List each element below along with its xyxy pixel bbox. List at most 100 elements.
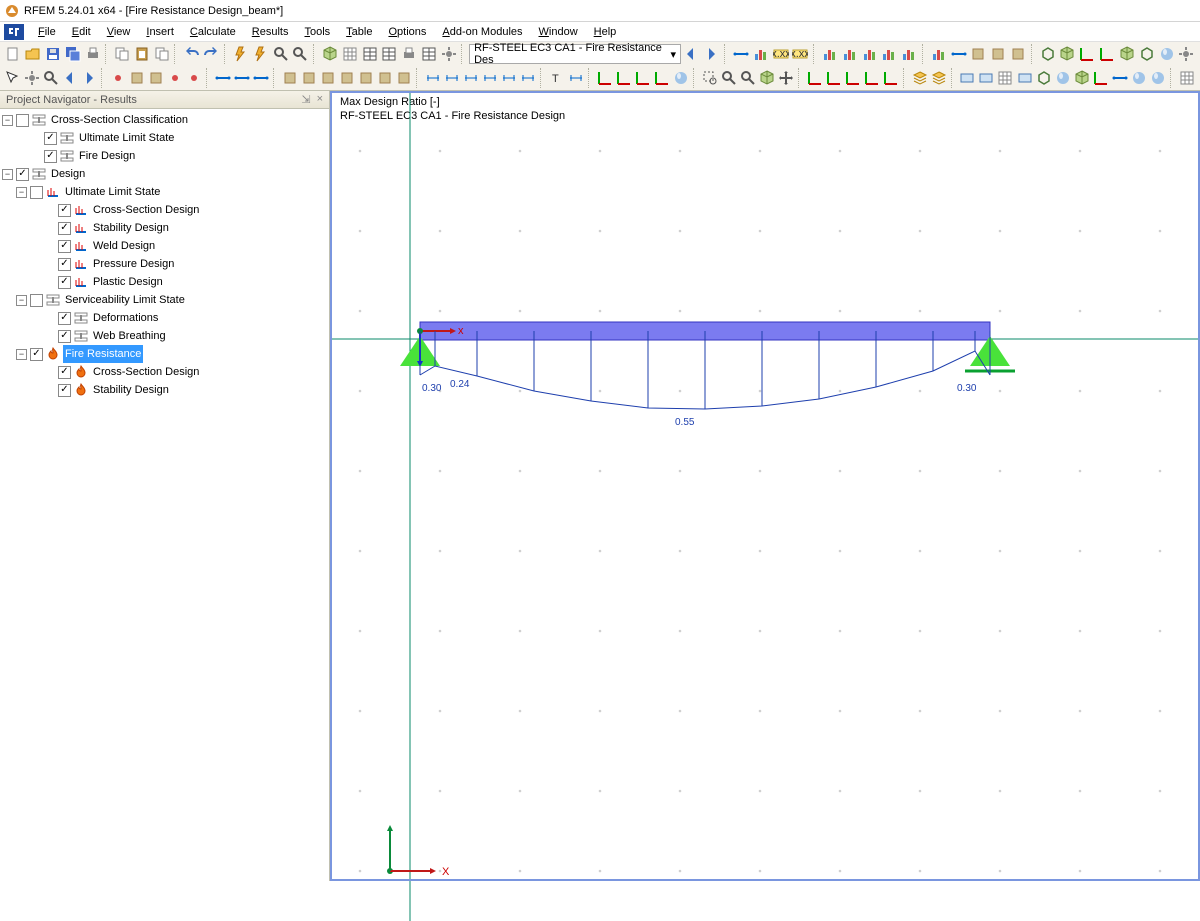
checkbox[interactable]	[58, 258, 71, 271]
tb2-cs-1[interactable]	[825, 68, 843, 88]
checkbox[interactable]	[58, 330, 71, 343]
tree-label[interactable]: Serviceability Limit State	[63, 291, 187, 309]
checkbox[interactable]	[30, 186, 43, 199]
tree-label[interactable]: Ultimate Limit State	[63, 183, 162, 201]
checkbox[interactable]	[16, 114, 29, 127]
tree-node[interactable]: Cross-Section Design	[2, 363, 327, 381]
navigator-tree[interactable]: −Cross-Section ClassificationUltimate Li…	[0, 109, 329, 881]
menu-calculate[interactable]: Calculate	[182, 24, 244, 40]
tb2-ax-3[interactable]	[653, 68, 671, 88]
tb-panel-6[interactable]	[440, 44, 459, 64]
checkbox[interactable]	[16, 168, 29, 181]
tree-node[interactable]: − Cross-Section Classification	[2, 111, 327, 129]
tb2-surf-2[interactable]	[319, 68, 337, 88]
tb2-cs-3[interactable]	[863, 68, 881, 88]
tb2-r-3[interactable]	[1092, 68, 1110, 88]
tb-calc-2[interactable]	[271, 44, 290, 64]
checkbox[interactable]	[58, 240, 71, 253]
tb2-vis-1[interactable]	[930, 68, 948, 88]
tb-calc-1[interactable]	[251, 44, 270, 64]
menu-add-on-modules[interactable]: Add-on Modules	[434, 24, 530, 40]
tb-new[interactable]	[4, 44, 23, 64]
tb2-node-3[interactable]	[166, 68, 184, 88]
tree-node[interactable]: − Ultimate Limit State	[2, 183, 327, 201]
tree-node[interactable]: Fire Design	[2, 147, 327, 165]
tb2-load-5[interactable]	[519, 68, 537, 88]
tree-label[interactable]: Fire Design	[77, 147, 137, 165]
tree-label[interactable]: Weld Design	[91, 237, 157, 255]
tb-res-3[interactable]: x.xx	[791, 44, 810, 64]
checkbox[interactable]	[58, 222, 71, 235]
tree-label[interactable]: Stability Design	[91, 219, 171, 237]
tb-view-2[interactable]	[1078, 44, 1097, 64]
expander-icon[interactable]: −	[2, 115, 13, 126]
checkbox[interactable]	[44, 132, 57, 145]
tb-res-0[interactable]	[731, 44, 750, 64]
tb-undo[interactable]	[182, 44, 201, 64]
tree-label[interactable]: Cross-Section Classification	[49, 111, 190, 129]
tb2-surf-1[interactable]	[300, 68, 318, 88]
expander-icon[interactable]: −	[2, 169, 13, 180]
tb2-cs-4[interactable]	[882, 68, 900, 88]
expander-icon[interactable]: −	[16, 349, 27, 360]
menu-insert[interactable]: Insert	[138, 24, 182, 40]
tb2-zoom-4[interactable]	[777, 68, 795, 88]
tb2-txt-0[interactable]: T	[548, 68, 566, 88]
tb2-s2-3[interactable]	[395, 68, 413, 88]
menu-edit[interactable]: Edit	[64, 24, 99, 40]
checkbox[interactable]	[44, 150, 57, 163]
menu-options[interactable]: Options	[380, 24, 434, 40]
tree-node[interactable]: Ultimate Limit State	[2, 129, 327, 147]
tb2-proj-2[interactable]	[996, 68, 1014, 88]
tb-redo[interactable]	[202, 44, 221, 64]
tree-label[interactable]: Web Breathing	[91, 327, 168, 345]
tb-extra-3[interactable]	[989, 44, 1008, 64]
tb-view-3[interactable]	[1098, 44, 1117, 64]
tb-graph-1[interactable]	[840, 44, 859, 64]
tb2-r-4[interactable]	[1111, 68, 1129, 88]
tb2-r-6[interactable]	[1149, 68, 1167, 88]
expander-icon[interactable]: −	[16, 187, 27, 198]
tb2-sel-0[interactable]	[4, 68, 22, 88]
tb2-r-1[interactable]	[1054, 68, 1072, 88]
tb2-s2-0[interactable]	[338, 68, 356, 88]
tb2-node-1[interactable]	[128, 68, 146, 88]
tb-extra-1[interactable]	[949, 44, 968, 64]
tree-label[interactable]: Design	[49, 165, 87, 183]
expander-icon[interactable]: −	[16, 295, 27, 306]
tb2-sel-1[interactable]	[23, 68, 41, 88]
tb2-s2-2[interactable]	[376, 68, 394, 88]
tree-label[interactable]: Cross-Section Design	[91, 201, 201, 219]
tb2-cs-2[interactable]	[844, 68, 862, 88]
tb2-sel-2[interactable]	[42, 68, 60, 88]
tb-view-0[interactable]	[1038, 44, 1057, 64]
tb2-zoom-1[interactable]	[720, 68, 738, 88]
tree-node[interactable]: −Fire Resistance	[2, 345, 327, 363]
tb2-zoom-0[interactable]	[701, 68, 719, 88]
menu-tools[interactable]: Tools	[296, 24, 338, 40]
results-combo[interactable]: RF-STEEL EC3 CA1 - Fire Resistance Des▾	[469, 44, 681, 64]
menu-view[interactable]: View	[99, 24, 139, 40]
tb2-member-1[interactable]	[233, 68, 251, 88]
tb-panel-0[interactable]	[321, 44, 340, 64]
tb2-load-0[interactable]	[424, 68, 442, 88]
menu-table[interactable]: Table	[338, 24, 380, 40]
tb-panel-4[interactable]	[400, 44, 419, 64]
tb-calc-0[interactable]	[231, 44, 250, 64]
tb-view-7[interactable]	[1177, 44, 1196, 64]
tb-graph-0[interactable]	[820, 44, 839, 64]
tb-open[interactable]	[24, 44, 43, 64]
tb2-vis-0[interactable]	[911, 68, 929, 88]
tb2-load-4[interactable]	[500, 68, 518, 88]
close-icon[interactable]: ×	[317, 93, 323, 106]
tb2-txt-1[interactable]	[567, 68, 585, 88]
checkbox[interactable]	[30, 294, 43, 307]
menu-help[interactable]: Help	[586, 24, 625, 40]
tb2-sel-3[interactable]	[61, 68, 79, 88]
model-viewport[interactable]: Max Design Ratio [-] RF-STEEL EC3 CA1 - …	[330, 91, 1200, 881]
menu-window[interactable]: Window	[531, 24, 586, 40]
tb2-r-5[interactable]	[1130, 68, 1148, 88]
tb2-ax-4[interactable]	[672, 68, 690, 88]
tb-print[interactable]	[83, 44, 102, 64]
tb-res-2[interactable]: x.xx	[771, 44, 790, 64]
